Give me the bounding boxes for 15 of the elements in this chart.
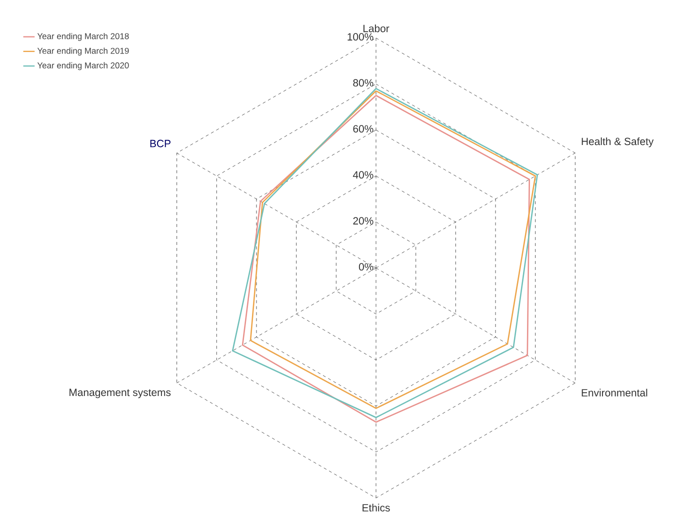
y-tick-label: 60% — [353, 125, 374, 133]
spoke-label: Health & Safety — [582, 137, 654, 148]
spoke-label: Management systems — [70, 388, 171, 398]
legend-label: Year ending March 2020 — [37, 62, 129, 70]
spoke-label: Labor — [363, 24, 390, 32]
legend-label: Year ending March 2018 — [37, 32, 129, 41]
y-tick-label: 40% — [352, 171, 374, 179]
y-tick-label: 0% — [358, 263, 374, 271]
spoke-label: BCP — [150, 140, 170, 148]
legend-label: Year ending March 2019 — [37, 48, 129, 56]
spoke-label: Ethics — [362, 504, 390, 512]
y-tick-label: 80% — [353, 79, 374, 87]
y-tick-label: 20% — [353, 217, 374, 225]
spoke-label: Environmental — [582, 388, 648, 396]
y-tick-label: 100% — [348, 33, 374, 41]
